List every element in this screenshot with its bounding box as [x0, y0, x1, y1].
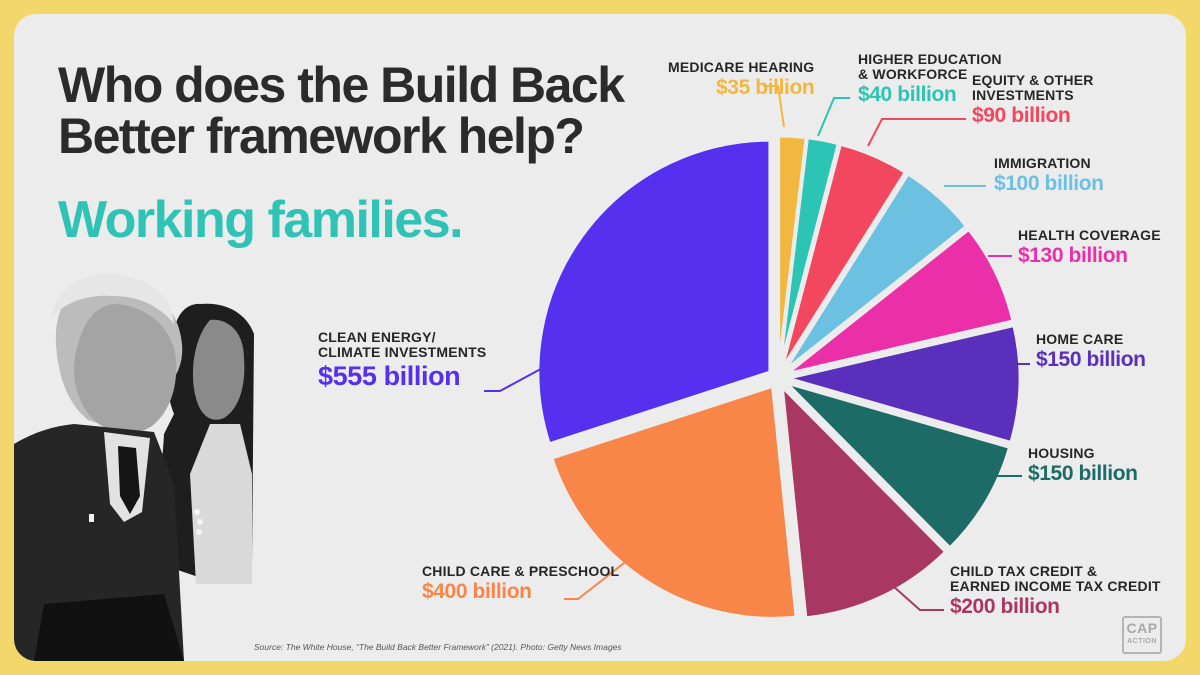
slice-value-label: $35 billion	[716, 76, 815, 100]
headline: Who does the Build Back Better framework…	[58, 57, 625, 164]
slice-label-child-tax-credit-earned-income-tax-credit: CHILD TAX CREDIT & EARNED INCOME TAX CRE…	[950, 563, 1161, 619]
slice-label-housing: HOUSING $150 billion	[1028, 445, 1138, 486]
pie-slice-clean-energy-climate-investments	[536, 138, 772, 446]
slice-label-equity-other-investments: EQUITY & OTHER INVESTMENTS $90 billion	[972, 72, 1094, 128]
slice-value-label: $150 billion	[1036, 348, 1146, 372]
pie-slice-immigration	[783, 171, 969, 372]
slice-value-label: $40 billion	[858, 83, 957, 107]
logo-line-1: CAP	[1126, 620, 1158, 636]
leader-line-equity-other-investments	[867, 118, 966, 147]
slice-category-label: HOME CARE	[1036, 331, 1124, 347]
slice-category-label: IMMIGRATION	[994, 155, 1091, 171]
people-photo-icon	[14, 274, 254, 661]
leader-line-higher-education-workforce	[817, 97, 850, 137]
leader-line-child-care-preschool	[564, 545, 647, 600]
pie-slice-higher-education-workforce	[778, 136, 841, 369]
pie-slice-housing	[781, 380, 1012, 550]
leader-line-medicare-hearing	[763, 85, 785, 128]
slice-label-child-care-preschool: CHILD CARE & PRESCHOOL $400 billion	[422, 563, 620, 604]
pie-slice-home-care	[782, 323, 1022, 445]
pie-slice-health-coverage	[786, 227, 1015, 376]
slice-category-label: HOUSING	[1028, 445, 1095, 461]
leader-line-child-tax-credit-earned-income-tax-credit	[883, 577, 944, 611]
slice-category-label: MEDICARE HEARING	[668, 59, 815, 75]
slice-label-higher-education-workforce: HIGHER EDUCATION & WORKFORCE $40 billion	[858, 51, 1002, 107]
slice-value-label: $200 billion	[950, 595, 1060, 619]
slice-category-label: CHILD TAX CREDIT & EARNED INCOME TAX CRE…	[950, 563, 1161, 595]
slice-category-label: HEALTH COVERAGE	[1018, 227, 1161, 243]
slice-category-label: CHILD CARE & PRESCHOOL	[422, 563, 620, 579]
leader-line-clean-energy-climate-investments	[484, 363, 551, 392]
slice-value-label: $400 billion	[422, 580, 532, 604]
slice-category-label: EQUITY & OTHER INVESTMENTS	[972, 72, 1094, 104]
slice-category-label: CLEAN ENERGY/ CLIMATE INVESTMENTS	[318, 329, 487, 361]
slice-value-label: $130 billion	[1018, 244, 1128, 268]
pie-slice-child-care-preschool	[550, 384, 798, 620]
slice-label-clean-energy-climate-investments: CLEAN ENERGY/ CLIMATE INVESTMENTS $555 bi…	[318, 329, 487, 392]
source-note: Source: The White House, “The Build Back…	[254, 642, 622, 652]
slice-label-medicare-hearing: MEDICARE HEARING $35 billion	[668, 59, 815, 100]
slice-category-label: HIGHER EDUCATION & WORKFORCE	[858, 51, 1002, 83]
slice-label-home-care: HOME CARE $150 billion	[1036, 331, 1146, 372]
pie-slice-child-tax-credit-earned-income-tax-credit	[780, 382, 948, 620]
slice-value-label: $100 billion	[994, 172, 1104, 196]
slice-value-label: $90 billion	[972, 104, 1071, 128]
cap-action-logo: CAP ACTION	[1122, 616, 1162, 654]
slice-value-label: $150 billion	[1028, 462, 1138, 486]
pie-slice-equity-other-investments	[780, 142, 908, 370]
slice-label-immigration: IMMIGRATION $100 billion	[994, 155, 1104, 196]
subheadline: Working families.	[58, 191, 464, 249]
slice-value-label: $555 billion	[318, 361, 461, 392]
logo-line-2: ACTION	[1127, 638, 1157, 645]
slice-label-health-coverage: HEALTH COVERAGE $130 billion	[1018, 227, 1161, 268]
